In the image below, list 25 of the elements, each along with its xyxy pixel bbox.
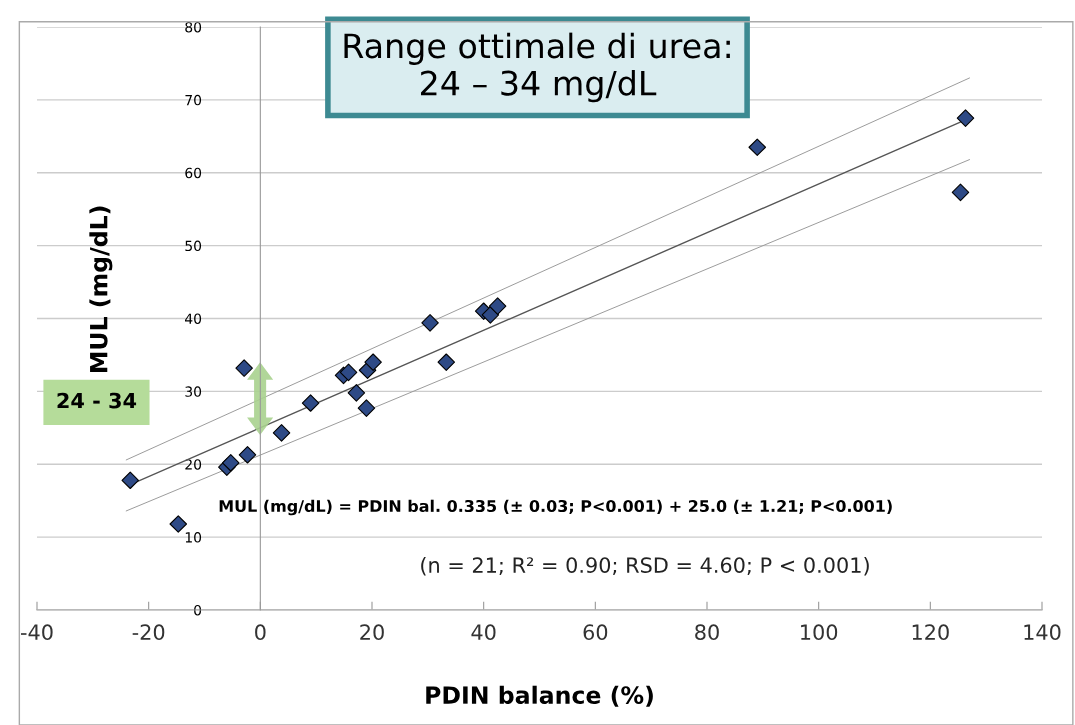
x-tick-label: 20: [360, 624, 384, 641]
x-tick-label: 40: [471, 624, 496, 641]
y-tick-label: 50: [185, 240, 202, 252]
y-tick-label: 10: [185, 532, 202, 543]
x-axis-title: PDIN balance (%): [426, 685, 653, 707]
y-axis-title: MUL (mg/dL): [89, 206, 113, 372]
x-tick-label: -40: [21, 624, 53, 641]
y-tick-label: 30: [185, 386, 202, 397]
text: Range ottimale di urea: 24 – 34 mg/dL: [344, 32, 730, 103]
x-tick-label: 120: [912, 624, 949, 641]
x-tick-label: 60: [583, 624, 608, 641]
x-tick-label: 80: [695, 624, 719, 641]
x-tick-label: 0: [255, 624, 266, 641]
annotation: (n = 21; R² = 0.90; RSD = 4.60; P < 0.001): [421, 556, 869, 576]
x-tick-label: 140: [1024, 624, 1061, 641]
y-tick-label: 40: [185, 313, 202, 324]
y-tick-label: 60: [185, 167, 202, 179]
x-tick-label: 100: [801, 624, 838, 641]
annotation: MUL (mg/dL) = PDIN bal. 0.335 (± 0.03; P<0.001) + 25.0 (± 1.21; P<0.001): [219, 499, 892, 516]
y-tick-label: 0: [194, 604, 202, 616]
y-tick-label: 70: [185, 94, 202, 106]
y-tick-label: 80: [185, 21, 202, 33]
y-tick-label: 20: [185, 459, 202, 470]
annotation: 24 - 34: [57, 392, 137, 409]
x-tick-label: -20: [132, 624, 165, 641]
